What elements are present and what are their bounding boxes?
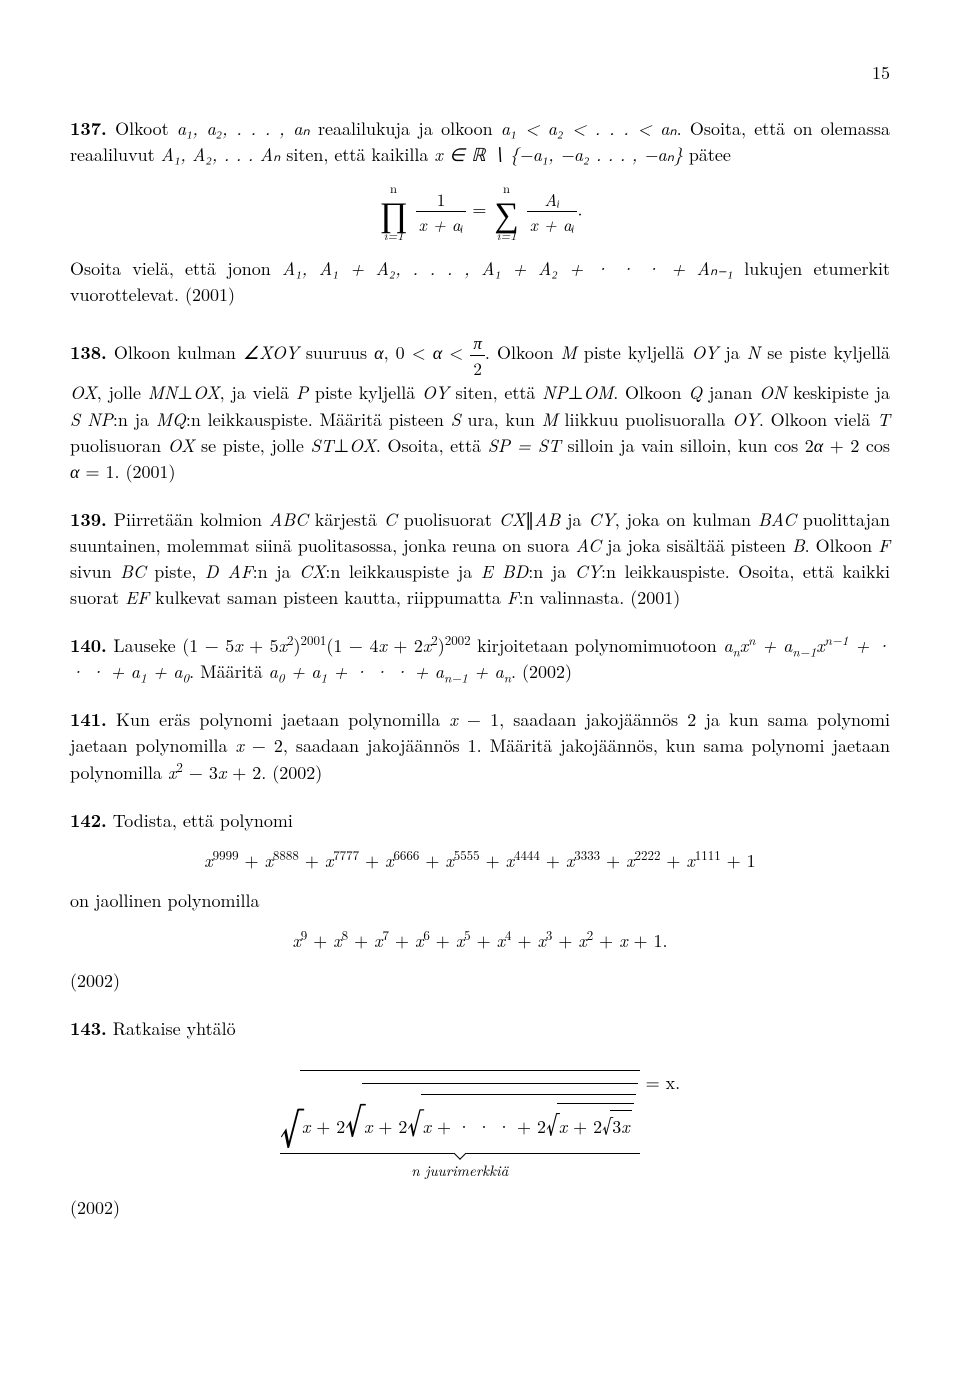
display-equation: n ∏ i=1 1 x + aᵢ = n ∑ i=1 Aᵢ x + aᵢ . [70,182,890,241]
equals: = [472,197,492,222]
problem-number: 143. [70,1016,107,1041]
display-equation: x9999 + x8888 + x7777 + x6666 + x5555 + … [70,848,890,874]
math-inline: A₁, A₁ + A₂, . . . , A₁ + A₂ + · · · + A… [282,256,733,281]
display-equation: x9 + x8 + x7 + x6 + x5 + x4 + x3 + x2 + … [70,928,890,954]
math-inline: x ∈ ℝ ∖ {−a₁, −a₂ . . . , −aₙ} [434,142,683,167]
fraction: Aᵢ x + aᵢ [527,187,578,238]
year: (2002) [70,1195,890,1221]
product-operator: n ∏ i=1 [379,182,407,241]
math-inline: A₁, A₂, . . . Aₙ [161,142,281,167]
math-inline: (1 − 5x + 5x2)2001(1 − 4x + 2x2)2002 [182,633,470,658]
problem-number: 141. [70,707,107,732]
problem-number: 142. [70,808,107,833]
fraction: 1 x + aᵢ [416,187,467,238]
math-inline: a0 + a1 + · · · + an−1 + an [269,659,511,684]
equals-x: = x. [646,1070,681,1095]
text: siten, että kaikilla [280,142,434,167]
math-inline: a₁, a₂, . . . , aₙ [177,116,310,141]
display-equation: √ x + 2√ x + 2√ x + · · · + 2√ x + 2√3x … [70,1070,890,1181]
year: (2002) [70,968,120,993]
text: reaalilukuja ja olkoon [310,116,501,141]
text: kirjoitetaan polynomimuotoon [471,633,724,658]
problem-142: 142. Todista, että polynomi x9999 + x888… [70,808,890,994]
problem-141: 141. Kun eräs polynomi jaetaan polynomil… [70,707,890,785]
problem-139: 139. Piirretään kolmion ABC kärjestä C p… [70,507,890,611]
text: pätee [683,142,731,167]
text: Osoita vielä, että jonon [70,256,282,281]
problem-number: 138. [70,340,107,365]
problem-number: 140. [70,633,107,658]
page-number: 15 [70,60,890,86]
problem-138: 138. Olkoon kulman ∠XOY suuruus α, 0 < α… [70,330,890,485]
problem-143: 143. Ratkaise yhtälö √ x + 2√ x + 2√ x +… [70,1016,890,1221]
period: . [577,197,582,222]
text: on jaollinen polynomilla [70,888,260,913]
text: Piirretään kolmion ABC kärjestä C puolis… [70,507,890,610]
text: Olkoot [115,116,177,141]
nested-radical: √ x + 2√ x + 2√ x + · · · + 2√ x + 2√3x [280,1070,640,1140]
text: . Määritä [189,659,269,684]
problem-number: 139. [70,507,107,532]
problem-number: 137. [70,116,107,141]
underbrace: √ x + 2√ x + 2√ x + · · · + 2√ x + 2√3x … [280,1070,640,1181]
text: Lauseke [113,633,182,658]
text: Olkoon kulman ∠XOY suuruus α, 0 < α < π2… [70,340,890,484]
text: . (2002) [511,659,572,684]
text: Todista, että polynomi [113,808,293,833]
text: Ratkaise yhtälö [113,1016,236,1041]
math-inline: a₁ < a₂ < . . . < aₙ [501,116,677,141]
problem-137: 137. Olkoot a₁, a₂, . . . , aₙ reaaliluk… [70,116,890,308]
text: Kun eräs polynomi jaetaan polynomilla x … [70,707,890,784]
problem-140: 140. Lauseke (1 − 5x + 5x2)2001(1 − 4x +… [70,633,890,685]
sum-operator: n ∑ i=1 [494,182,518,241]
